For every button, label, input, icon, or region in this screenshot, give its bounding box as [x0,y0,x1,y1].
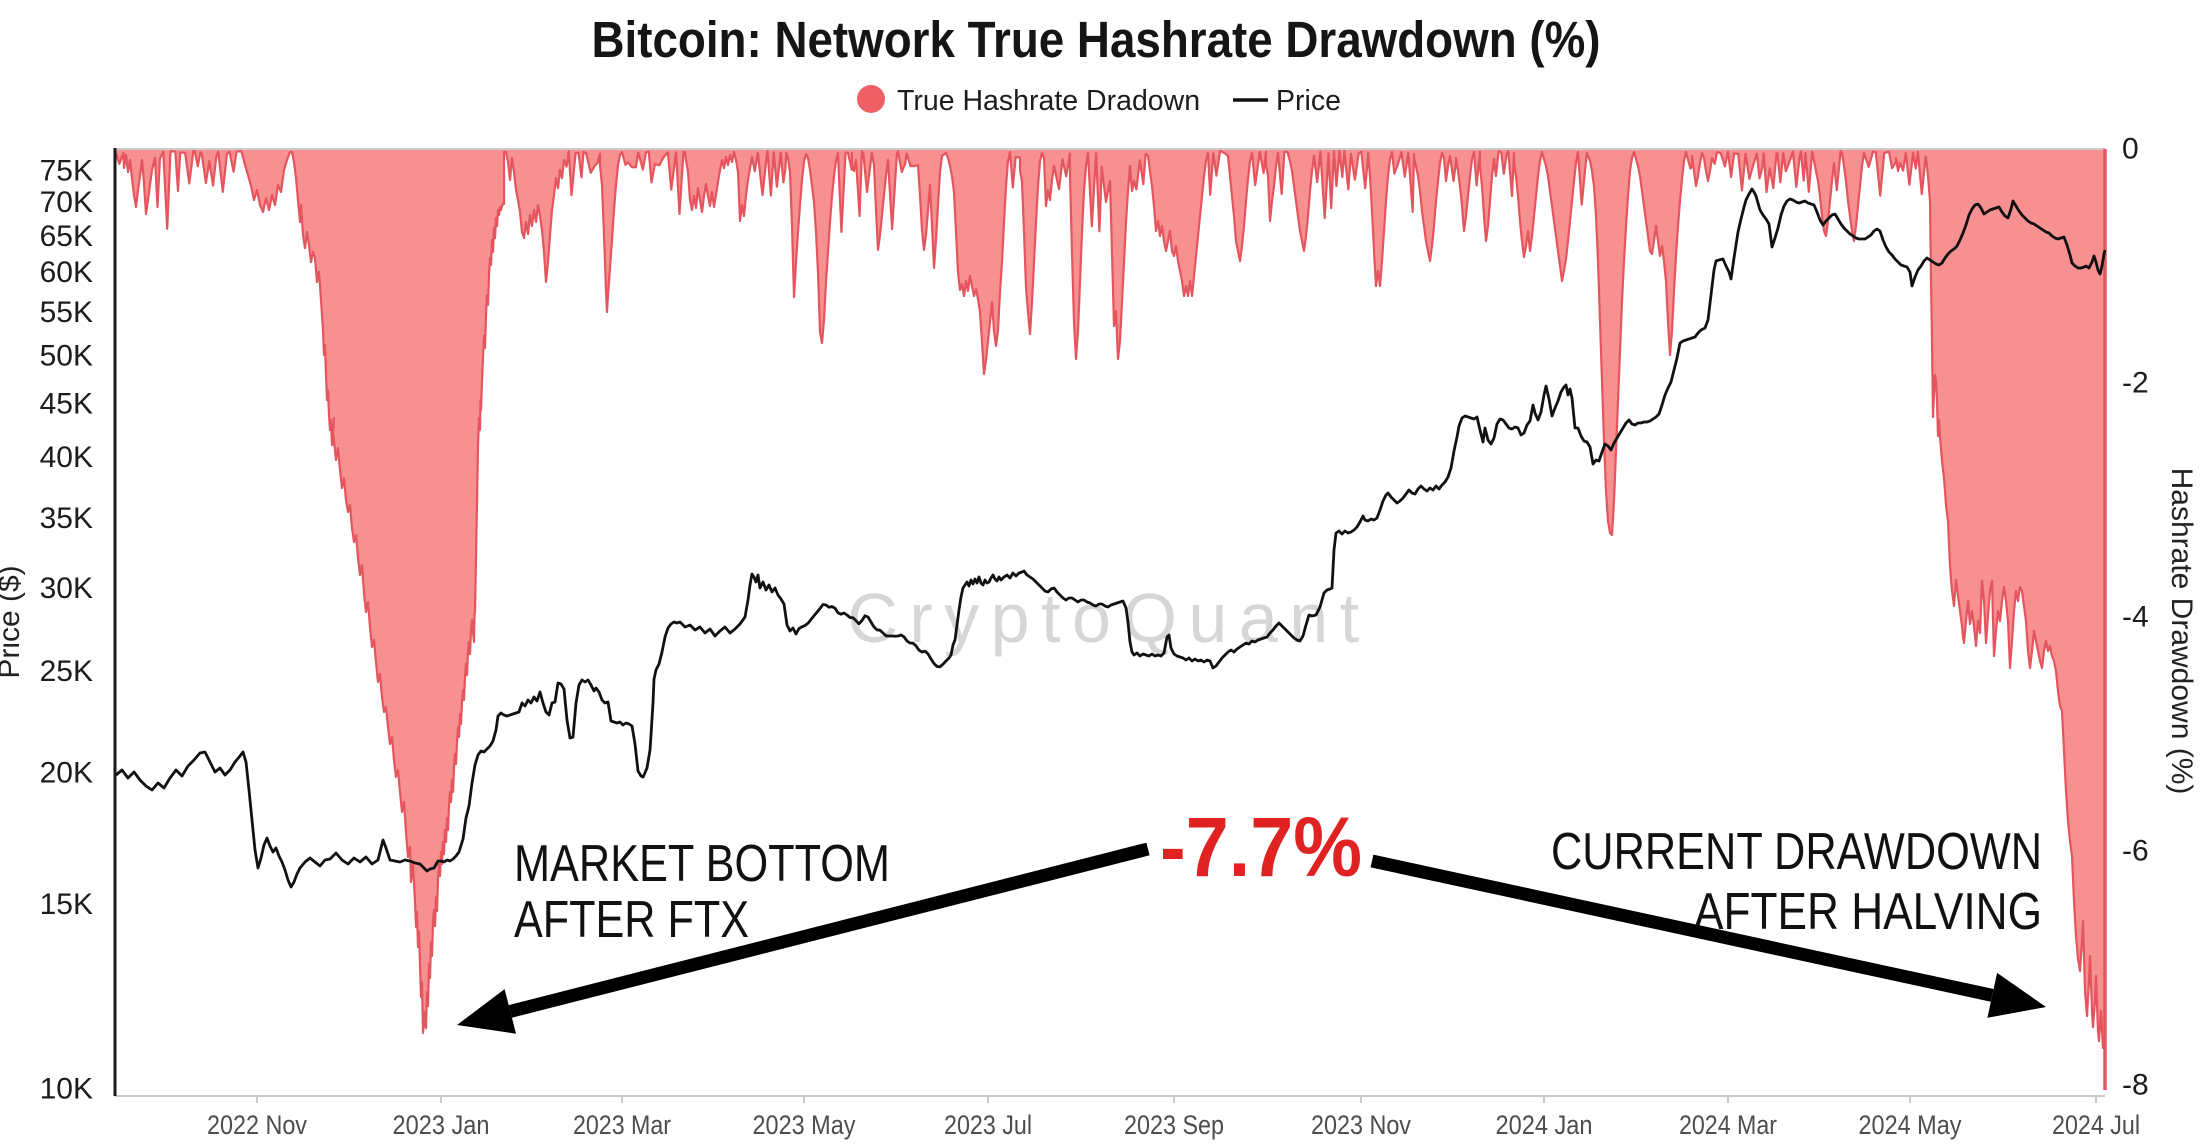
svg-text:2024 Jan: 2024 Jan [1496,1110,1593,1140]
svg-text:70K: 70K [40,186,93,219]
svg-text:2023 Mar: 2023 Mar [573,1110,671,1140]
svg-text:50K: 50K [40,339,93,372]
svg-text:2023 Jul: 2023 Jul [944,1110,1032,1140]
svg-text:2023 Nov: 2023 Nov [1311,1110,1412,1140]
svg-text:CryptoQuant: CryptoQuant [847,579,1370,657]
svg-text:75K: 75K [40,155,93,188]
svg-text:2022 Nov: 2022 Nov [207,1110,308,1140]
svg-text:Price: Price [1276,85,1341,117]
svg-text:35K: 35K [40,502,93,535]
svg-text:40K: 40K [40,441,93,474]
svg-text:30K: 30K [40,572,93,605]
svg-text:0: 0 [2122,133,2139,166]
svg-text:55K: 55K [40,296,93,329]
svg-text:45K: 45K [40,387,93,420]
svg-text:2023 Sep: 2023 Sep [1124,1110,1224,1140]
svg-text:AFTER FTX: AFTER FTX [514,891,749,949]
svg-text:Price ($): Price ($) [0,565,26,678]
svg-text:AFTER HALVING: AFTER HALVING [1694,883,2042,941]
svg-text:True Hashrate Dradown: True Hashrate Dradown [897,85,1200,117]
svg-text:2024 May: 2024 May [1859,1110,1963,1140]
svg-text:-4: -4 [2122,601,2149,634]
svg-text:25K: 25K [40,655,93,688]
svg-text:-8: -8 [2122,1069,2149,1102]
svg-text:CURRENT DRAWDOWN: CURRENT DRAWDOWN [1551,823,2042,881]
svg-text:60K: 60K [40,256,93,289]
svg-text:20K: 20K [40,757,93,790]
svg-text:2024 Mar: 2024 Mar [1679,1110,1777,1140]
svg-text:65K: 65K [40,220,93,253]
svg-text:Hashrate Drawdown (%): Hashrate Drawdown (%) [2165,468,2198,795]
svg-text:Bitcoin: Network True Hashrate: Bitcoin: Network True Hashrate Drawdown … [592,11,1601,68]
svg-text:15K: 15K [40,888,93,921]
svg-text:-2: -2 [2122,367,2149,400]
svg-text:-6: -6 [2122,835,2149,868]
svg-text:2023 Jan: 2023 Jan [393,1110,490,1140]
svg-text:2023 May: 2023 May [753,1110,857,1140]
svg-text:2024 Jul: 2024 Jul [2052,1110,2140,1140]
svg-text:10K: 10K [40,1073,93,1106]
svg-text:MARKET BOTTOM: MARKET BOTTOM [514,835,890,893]
svg-text:-7.7%: -7.7% [1160,800,1362,894]
